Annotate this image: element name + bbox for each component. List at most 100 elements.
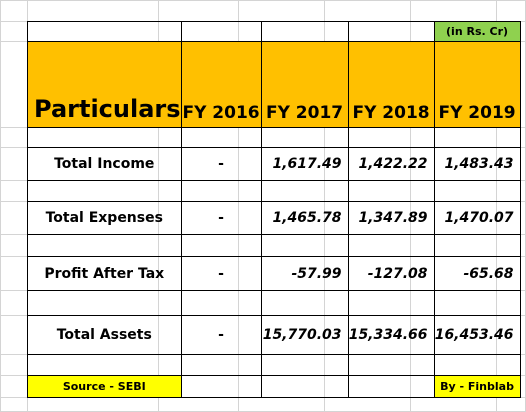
cell[interactable] [347,127,435,148]
unit-row: (in Rs. Cr) [27,21,521,42]
year-header-2019[interactable]: FY 2019 [433,41,521,128]
grid-cell[interactable] [0,256,28,291]
year-header-2016[interactable]: FY 2016 [180,41,262,128]
cell[interactable] [433,290,521,316]
grid-cell[interactable] [237,397,326,412]
value-cell[interactable]: 1,470.07 [433,201,521,235]
grid-cell[interactable] [157,397,239,412]
cell[interactable] [347,290,435,316]
cell[interactable] [180,354,262,376]
financial-table: (in Rs. Cr) Particulars FY 2016 FY 2017 … [27,21,521,398]
cell[interactable] [433,127,521,148]
cell[interactable] [433,180,521,202]
cell[interactable] [260,21,349,42]
grid-cell[interactable] [0,147,28,181]
grid-cell[interactable] [0,397,28,412]
grid-cell[interactable] [496,397,526,412]
spacer-row [27,234,521,257]
grid-cell[interactable] [0,234,28,257]
grid-cell[interactable] [324,0,412,22]
value-cell[interactable]: -57.99 [260,256,349,291]
value-cell[interactable]: 1,465.78 [260,201,349,235]
table-row: Total Assets - 15,770.03 15,334.66 16,45… [27,315,521,355]
grid-cell[interactable] [410,0,497,22]
cell[interactable] [347,375,435,398]
cell[interactable] [180,290,262,316]
cell[interactable] [180,21,262,42]
cell[interactable] [27,290,182,316]
value-cell[interactable]: 1,483.43 [433,147,521,181]
cell[interactable] [260,375,349,398]
grid-cell[interactable] [496,0,526,22]
cell[interactable] [260,290,349,316]
cell[interactable] [433,354,521,376]
cell[interactable] [180,180,262,202]
spacer-row [27,180,521,202]
value-cell[interactable]: 1,347.89 [347,201,435,235]
value-cell[interactable]: 16,453.46 [433,315,521,355]
cell[interactable] [180,127,262,148]
grid-cell[interactable] [410,397,497,412]
grid-cell[interactable] [0,375,28,398]
cell[interactable] [260,180,349,202]
cell[interactable] [347,234,435,257]
value-cell[interactable]: -127.08 [347,256,435,291]
grid-cell[interactable] [0,354,28,376]
grid-cell[interactable] [237,0,326,22]
value-cell[interactable]: 15,334.66 [347,315,435,355]
spacer-row [27,290,521,316]
row-label[interactable]: Profit After Tax [27,256,182,291]
cell[interactable] [347,21,435,42]
grid-cell[interactable] [0,290,28,316]
grid-cell[interactable] [0,180,28,202]
spacer-row [27,127,521,148]
grid-cell[interactable] [0,315,28,355]
cell[interactable] [260,354,349,376]
cell[interactable] [260,234,349,257]
grid-cell[interactable] [26,0,159,22]
cell[interactable] [27,127,182,148]
header-row: Particulars FY 2016 FY 2017 FY 2018 FY 2… [27,41,521,128]
cell[interactable] [180,234,262,257]
cell[interactable] [180,375,262,398]
row-label[interactable]: Total Income [27,147,182,181]
grid-cell[interactable] [26,397,159,412]
footer-row: Source - SEBI By - Finblab [27,375,521,398]
cell[interactable] [347,180,435,202]
cell[interactable] [347,354,435,376]
particulars-header[interactable]: Particulars [27,41,182,128]
table-row: Profit After Tax - -57.99 -127.08 -65.68 [27,256,521,291]
value-cell[interactable]: - [180,201,262,235]
value-cell[interactable]: -65.68 [433,256,521,291]
grid-cell[interactable] [0,127,28,148]
grid-row [0,0,526,22]
cell[interactable] [433,234,521,257]
grid-cell[interactable] [0,41,28,128]
cell[interactable] [260,127,349,148]
cell[interactable] [27,354,182,376]
credit-note[interactable]: By - Finblab [433,375,521,398]
value-cell[interactable]: - [180,315,262,355]
year-header-2018[interactable]: FY 2018 [347,41,435,128]
grid-cell[interactable] [0,21,28,42]
year-header-2017[interactable]: FY 2017 [260,41,349,128]
table-row: Total Expenses - 1,465.78 1,347.89 1,470… [27,201,521,235]
table-row: Total Income - 1,617.49 1,422.22 1,483.4… [27,147,521,181]
spacer-row [27,354,521,376]
grid-cell[interactable] [0,0,28,22]
cell[interactable] [27,180,182,202]
value-cell[interactable]: - [180,256,262,291]
source-note[interactable]: Source - SEBI [27,375,182,398]
grid-cell[interactable] [0,201,28,235]
grid-cell[interactable] [324,397,412,412]
row-label[interactable]: Total Expenses [27,201,182,235]
value-cell[interactable]: - [180,147,262,181]
cell[interactable] [27,234,182,257]
value-cell[interactable]: 1,422.22 [347,147,435,181]
unit-note[interactable]: (in Rs. Cr) [433,21,521,42]
row-label[interactable]: Total Assets [27,315,182,355]
grid-cell[interactable] [157,0,239,22]
value-cell[interactable]: 1,617.49 [260,147,349,181]
value-cell[interactable]: 15,770.03 [260,315,349,355]
cell[interactable] [27,21,182,42]
